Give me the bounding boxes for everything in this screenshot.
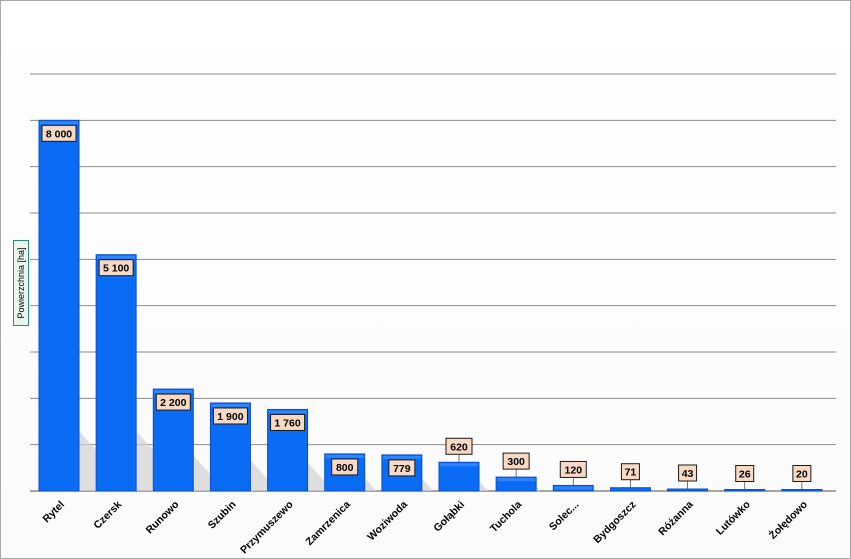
bar-highlight	[268, 410, 307, 414]
data-label-box	[331, 458, 359, 476]
data-label: 2 200	[160, 397, 186, 409]
x-tick-label: Gołąbki	[431, 499, 467, 535]
x-tick-label: Przymuszewo	[238, 499, 296, 557]
bar-shadow	[536, 486, 541, 491]
x-tick-labels: Rytel Czersk Runowo Szubin Przymuszewo Zamrze…	[40, 498, 810, 556]
bar	[38, 119, 80, 492]
x-tick-label: Żołędowo	[766, 498, 810, 542]
x-tick-label: Rytel	[40, 499, 67, 526]
bar-shadow	[364, 478, 377, 491]
bar-shadow	[479, 480, 489, 491]
x-tick-label: Czersk	[91, 499, 124, 532]
data-label: 20	[796, 469, 808, 481]
x-tick-label: Runowo	[144, 499, 182, 537]
data-label-box	[502, 452, 530, 470]
data-label: 43	[682, 468, 694, 480]
data-label: 71	[625, 467, 637, 479]
y-axis-label-box: Powierzchnia [ha]	[13, 240, 29, 326]
bar	[609, 487, 651, 492]
data-label-box	[792, 465, 812, 482]
bar-highlight	[97, 255, 136, 259]
data-label-box	[735, 465, 755, 482]
bar-shadow	[421, 478, 434, 491]
x-tick-label: Solec...	[547, 499, 582, 534]
data-label-box	[41, 124, 77, 142]
x-tick-label: Woziwoda	[365, 499, 410, 544]
bar-highlight	[440, 463, 478, 467]
bar	[724, 489, 766, 492]
data-label: 26	[739, 469, 751, 481]
bar-shadow	[307, 462, 334, 491]
gridlines	[30, 73, 836, 492]
bar	[781, 489, 823, 492]
bars	[38, 119, 823, 492]
data-label-box	[98, 259, 134, 277]
data-label: 620	[450, 441, 468, 453]
data-label: 1 760	[274, 417, 300, 429]
data-label-box	[388, 459, 416, 477]
data-label: 5 100	[103, 263, 129, 275]
data-label-box	[445, 437, 473, 455]
x-tick-label: Szubin	[206, 499, 239, 532]
data-label: 8 000	[46, 128, 72, 140]
bar	[438, 461, 480, 492]
data-label-box	[270, 413, 306, 431]
bar	[95, 254, 137, 492]
x-tick-label: Różanna	[656, 499, 696, 539]
bar	[667, 488, 709, 492]
y-axis-label: Powierzchnia [ha]	[16, 247, 26, 319]
bar-highlight	[554, 486, 593, 490]
x-tick-label: Bydgoszcz	[591, 499, 638, 546]
bar-highlight	[325, 454, 364, 458]
bar-highlight	[40, 121, 78, 125]
data-label-box	[155, 393, 191, 411]
x-tick-label: Zamrzenica	[303, 499, 352, 548]
data-label-box	[559, 460, 587, 478]
bar-highlight	[154, 390, 193, 394]
data-labels: 8 000 5 100 2 200 1 900 1 760 800 779 620 300 120…	[41, 124, 812, 490]
data-label: 779	[393, 463, 411, 475]
data-label: 300	[507, 456, 525, 468]
x-tick-label: Lutówko	[714, 499, 753, 538]
data-label-box	[678, 464, 698, 482]
bar-highlight	[211, 403, 250, 407]
data-label: 120	[565, 464, 583, 476]
bar-highlight	[497, 478, 536, 482]
bar-highlight	[382, 455, 421, 459]
data-label-box	[212, 407, 248, 425]
data-label-box	[620, 463, 640, 481]
x-tick-label: Tuchola	[488, 499, 525, 536]
data-label: 800	[336, 462, 354, 474]
data-label: 1 900	[217, 411, 243, 423]
